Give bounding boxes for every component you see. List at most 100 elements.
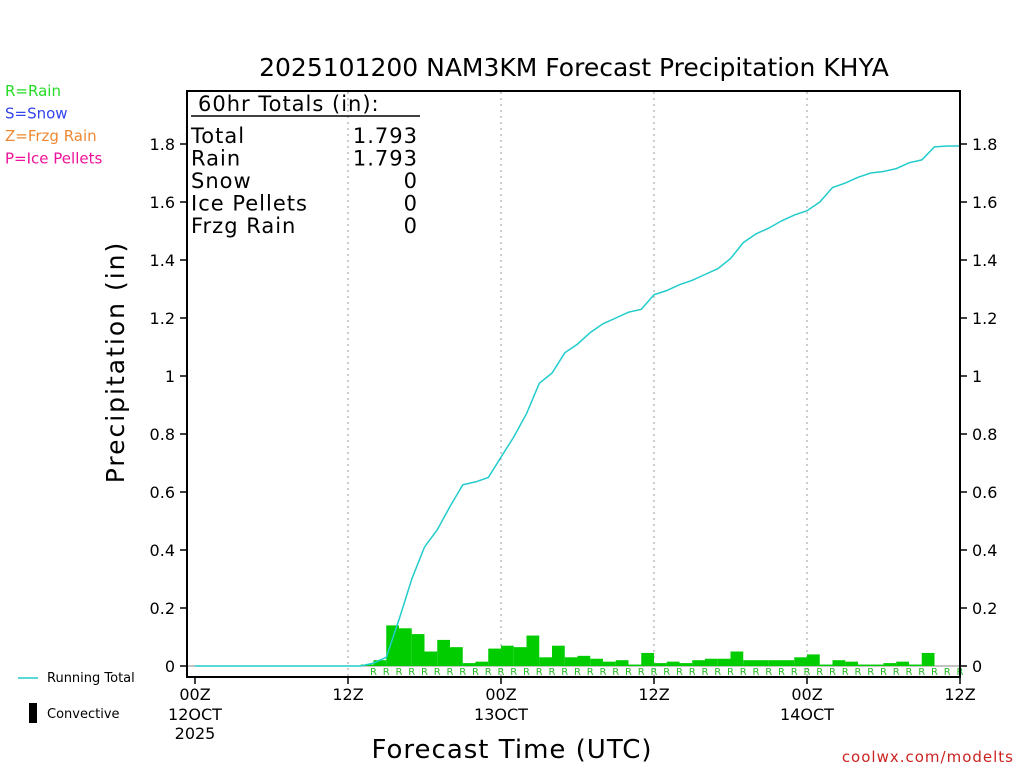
precip-bar <box>628 664 642 666</box>
x-tick-sublabel: 2025 <box>175 724 216 743</box>
ptype-marker: R <box>561 667 568 678</box>
ptype-marker: R <box>689 667 696 678</box>
precip-bar <box>539 657 552 666</box>
precip-bar <box>654 663 667 666</box>
ptype-marker: R <box>791 667 798 678</box>
y-tick-label: 0.8 <box>972 425 997 444</box>
ptype-marker: R <box>931 667 938 678</box>
y-tick-label: 1.6 <box>972 193 997 212</box>
ptype-marker: R <box>778 667 785 678</box>
ptype-marker: R <box>447 667 454 678</box>
ptype-marker: R <box>906 667 913 678</box>
ptype-marker: R <box>702 667 709 678</box>
totals-row-value: 0 <box>404 192 418 216</box>
y-tick-label: 1 <box>972 367 982 386</box>
ptype-marker: R <box>765 667 772 678</box>
x-tick-label: 00Z <box>791 685 822 704</box>
precip-bar <box>794 657 807 666</box>
totals-row-label: Ice Pellets <box>191 192 308 216</box>
ptype-marker: R <box>638 667 645 678</box>
ptype-marker: R <box>472 667 479 678</box>
y-tick-label: 0.6 <box>150 483 175 502</box>
ptype-marker: R <box>408 667 415 678</box>
y-tick-label: 0.2 <box>150 599 175 618</box>
totals-row-label: Total <box>190 124 245 148</box>
ptype-marker: R <box>663 667 670 678</box>
precip-bar <box>450 647 463 666</box>
precip-bar <box>819 664 833 666</box>
ptype-marker: R <box>880 667 887 678</box>
convective-legend-swatch <box>29 703 37 723</box>
series-legend: Running Total Convective <box>18 671 135 723</box>
ptype-marker: R <box>523 667 530 678</box>
precip-bar <box>883 663 897 666</box>
precip-bar <box>411 634 425 666</box>
ptype-marker: R <box>549 667 556 678</box>
ptype-marker: R <box>753 667 760 678</box>
hourly-precip-bars <box>360 625 935 666</box>
precip-bar <box>437 639 450 666</box>
ptype-marker: R <box>676 667 683 678</box>
precip-bar <box>870 664 884 666</box>
x-tick-label: 12Z <box>944 685 975 704</box>
y-axis-label: Precipitation (in) <box>101 241 130 484</box>
x-tick-sublabel: 13OCT <box>474 705 528 724</box>
precip-bar <box>513 647 527 666</box>
totals-row-value: 1.793 <box>353 124 418 148</box>
ptype-marker: R <box>612 667 619 678</box>
ptype-marker: R <box>536 667 543 678</box>
precip-bar <box>679 663 693 666</box>
precip-bar <box>909 664 922 666</box>
totals-box: 60hr Totals (in): Total 1.793 Rain 1.793 Sno… <box>190 92 420 238</box>
precip-bar <box>641 652 654 666</box>
precip-bar <box>577 655 591 666</box>
precip-bar <box>705 658 718 666</box>
x-tick-label: 00Z <box>485 685 516 704</box>
ptype-marker: R <box>421 667 428 678</box>
precip-bar <box>781 660 795 666</box>
totals-row-label: Snow <box>191 169 252 193</box>
precip-bar <box>666 661 680 666</box>
y-tick-label: 0.2 <box>972 599 997 618</box>
running-total-legend-label: Running Total <box>47 671 135 686</box>
y-tick-label: 1.4 <box>972 251 997 270</box>
precip-bar <box>603 661 616 666</box>
precip-bar <box>807 654 820 666</box>
precip-bar <box>756 660 769 666</box>
y-tick-label: 0.4 <box>972 541 997 560</box>
y-tick-label: 0.8 <box>150 425 175 444</box>
ptype-marker: R <box>740 667 747 678</box>
plot-frame <box>186 90 961 678</box>
precip-bar <box>717 658 731 666</box>
precip-bar <box>399 628 412 666</box>
precip-bar <box>564 657 578 666</box>
chart-title: 2025101200 NAM3KM Forecast Precipitation… <box>259 53 889 82</box>
credit-text: coolwx.com/modelts <box>842 748 1014 766</box>
y-tick-label: 0 <box>165 657 175 676</box>
ptype-marker: R <box>510 667 517 678</box>
precip-bar <box>743 660 756 666</box>
precip-bar <box>488 648 501 666</box>
y-tick-label: 1 <box>165 367 175 386</box>
ptype-marker: R <box>383 667 390 678</box>
x-tick-label: 12Z <box>332 685 363 704</box>
ptype-marker: R <box>867 667 874 678</box>
ptype-marker: R <box>842 667 849 678</box>
convective-legend-label: Convective <box>47 707 120 722</box>
ptype-marker: R <box>944 667 951 678</box>
y-tick-label: 1.8 <box>150 135 175 154</box>
precip-bar <box>896 661 909 666</box>
ptype-marker: R <box>498 667 505 678</box>
ptype-marker: R <box>574 667 581 678</box>
ptype-legend: R=Rain S=Snow Z=Frzg Rain P=Ice Pellets <box>5 82 102 168</box>
precip-bar <box>921 652 935 666</box>
x-tick-sublabel: 14OCT <box>780 705 834 724</box>
y-tick-label: 1.6 <box>150 193 175 212</box>
precip-bar <box>590 658 603 666</box>
precip-bar <box>845 661 858 666</box>
ptype-marker: R <box>587 667 594 678</box>
precip-bar <box>692 660 705 666</box>
y-tick-label: 1.4 <box>150 251 175 270</box>
